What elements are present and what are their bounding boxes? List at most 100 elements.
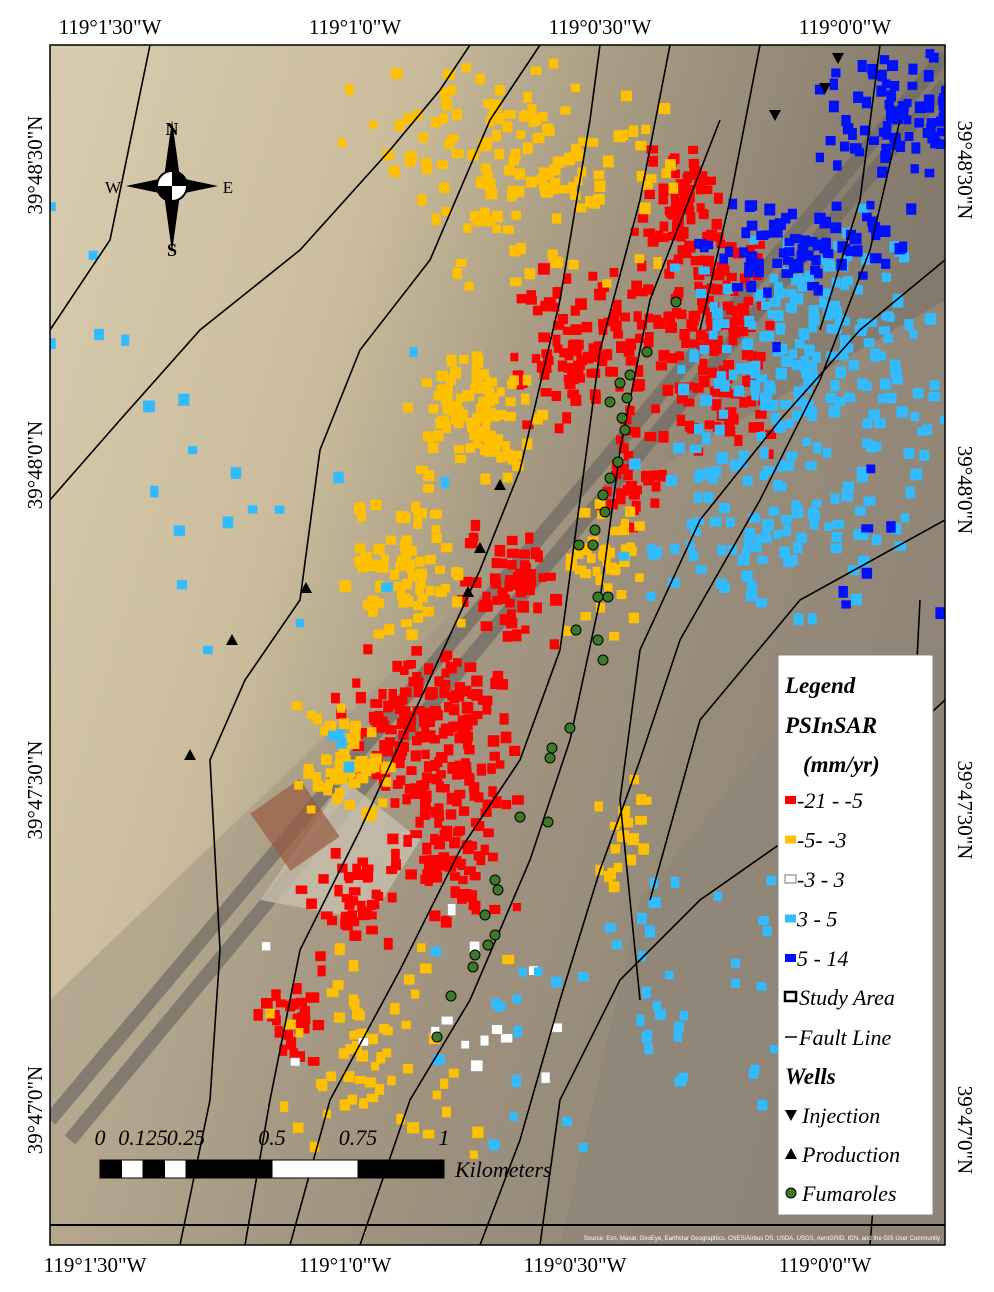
psinsar-pixel: [594, 801, 603, 812]
psinsar-pixel: [176, 580, 188, 590]
psinsar-pixel: [481, 369, 490, 381]
psinsar-pixel: [460, 576, 472, 587]
psinsar-pixel: [178, 393, 190, 406]
psinsar-pixel: [951, 97, 961, 108]
psinsar-pixel: [450, 400, 462, 412]
psinsar-pixel: [470, 577, 482, 588]
psinsar-pixel: [143, 400, 155, 413]
psinsar-pixel: [434, 816, 443, 828]
psinsar-pixel: [449, 872, 461, 881]
fumarole: [589, 524, 601, 536]
psinsar-pixel: [522, 142, 533, 155]
psinsar-pixel: [832, 519, 845, 529]
psinsar-pixel: [947, 252, 957, 263]
psinsar-pixel: [675, 351, 685, 361]
psinsar-pixel: [683, 191, 695, 203]
psinsar-pixel: [737, 326, 749, 336]
psinsar-pixel: [366, 727, 377, 738]
psinsar-pixel: [460, 768, 472, 780]
psinsar-pixel: [855, 148, 865, 157]
psinsar-pixel: [375, 581, 385, 593]
fumarole: [489, 874, 501, 886]
psinsar-pixel: [510, 352, 519, 362]
scale-tick-label: 0.75: [339, 1125, 378, 1150]
psinsar-pixel: [502, 630, 513, 642]
legend-swatch: [784, 874, 797, 884]
psinsar-pixel: [456, 765, 466, 776]
psinsar-pixel: [616, 341, 628, 354]
psinsar-pixel: [406, 629, 418, 641]
psinsar-pixel: [728, 198, 738, 210]
fumarole: [445, 990, 457, 1002]
psinsar-pixel: [644, 1043, 653, 1055]
psinsar-pixel: [759, 392, 772, 404]
psinsar-pixel: [716, 452, 729, 464]
psinsar-pixel: [397, 695, 408, 705]
psinsar-pixel: [637, 260, 647, 272]
psinsar-pixel: [602, 556, 611, 567]
psinsar-pixel: [447, 406, 457, 416]
fumarole: [482, 939, 494, 951]
psinsar-pixel: [826, 351, 839, 361]
psinsar-pixel: [808, 305, 819, 315]
psinsar-pixel: [395, 561, 405, 572]
psinsar-pixel: [819, 297, 828, 308]
psinsar-pixel: [391, 68, 403, 79]
psinsar-pixel: [505, 598, 515, 608]
psinsar-pixel: [712, 319, 721, 331]
psinsar-pixel: [630, 227, 639, 236]
psinsar-pixel: [469, 539, 478, 549]
psinsar-pixel: [588, 343, 597, 353]
psinsar-pixel: [791, 500, 801, 513]
psinsar-pixel: [552, 213, 562, 224]
psinsar-pixel: [320, 911, 333, 920]
psinsar-pixel: [415, 582, 424, 595]
legend-entries: -21 - -5 -5- -3 -3 - 3 3 - 5 5 - 14 Study Are…: [783, 788, 900, 1206]
psinsar-pixel: [367, 900, 380, 910]
psinsar-pixel: [470, 1059, 484, 1072]
psinsar-pixel: [831, 277, 840, 288]
psinsar-pixel: [922, 424, 933, 435]
psinsar-pixel: [793, 542, 803, 554]
psinsar-pixel: [469, 428, 482, 441]
psinsar-pixel: [526, 290, 536, 302]
psinsar-pixel: [828, 300, 840, 313]
psinsar-pixel: [440, 543, 453, 553]
psinsar-pixel: [904, 132, 914, 141]
psinsar-pixel: [350, 999, 360, 1010]
psinsar-pixel: [679, 329, 690, 340]
psinsar-pixel: [762, 518, 775, 531]
scale-segment: [164, 1159, 187, 1179]
psinsar-pixel: [753, 422, 764, 432]
psinsar-pixel: [751, 542, 762, 553]
psinsar-pixel: [400, 706, 411, 717]
psinsar-pixel: [452, 857, 461, 868]
psinsar-pixel: [632, 381, 644, 392]
psinsar-pixel: [768, 219, 780, 230]
psinsar-pixel: [728, 336, 738, 346]
psinsar-pixel: [688, 145, 699, 155]
psinsar-pixel: [422, 869, 433, 879]
psinsar-pixel: [673, 254, 684, 265]
psinsar-pixel: [613, 299, 622, 310]
psinsar-pixel: [336, 737, 347, 749]
psinsar-pixel: [434, 803, 444, 812]
psinsar-pixel: [366, 809, 376, 822]
psinsar-pixel: [289, 998, 299, 1010]
psinsar-pixel: [317, 965, 326, 977]
fumarole: [544, 752, 556, 764]
psinsar-pixel: [324, 779, 333, 788]
psinsar-pixel: [840, 141, 850, 152]
psinsar-pixel: [808, 406, 818, 416]
psinsar-pixel: [677, 365, 686, 374]
psinsar-pixel: [786, 451, 798, 461]
psinsar-pixel: [375, 598, 385, 609]
psinsar-pixel: [859, 125, 871, 136]
fumarole: [489, 929, 501, 941]
psinsar-pixel: [446, 354, 457, 367]
psinsar-pixel: [354, 761, 366, 773]
psinsar-pixel: [858, 271, 868, 280]
psinsar-pixel: [775, 322, 786, 335]
bottom-label: 119°0'30"W: [524, 1253, 627, 1277]
